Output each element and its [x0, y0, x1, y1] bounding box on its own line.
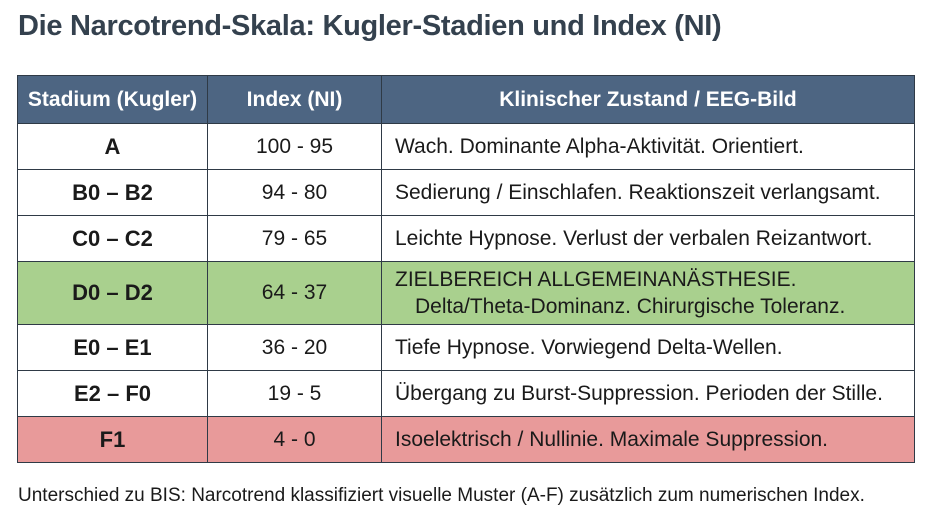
index-cell: 19 - 5 [207, 370, 382, 417]
table-row-stage-b: B0 – B2 94 - 80 Sedierung / Einschlafen.… [17, 169, 915, 216]
table-row-stage-e2-f0: E2 – F0 19 - 5 Übergang zu Burst-Suppres… [17, 370, 915, 417]
table-row-stage-a: A 100 - 95 Wach. Dominante Alpha-Aktivit… [17, 123, 915, 170]
table-row-stage-d-target: D0 – D2 64 - 37 ZIELBEREICH ALLGEMEINANÄ… [17, 261, 915, 325]
state-line-2: Delta/Theta-Dominanz. Chirurgische Toler… [415, 295, 846, 318]
table-header-row: Stadium (Kugler) Index (NI) Klinischer Z… [17, 75, 915, 124]
header-stage: Stadium (Kugler) [17, 75, 208, 124]
state-cell: Isoelektrisch / Nullinie. Maximale Suppr… [381, 416, 915, 463]
stage-cell: D0 – D2 [17, 261, 208, 325]
stage-cell: B0 – B2 [17, 169, 208, 216]
stage-cell: C0 – C2 [17, 215, 208, 262]
narcotrend-scale-table: Stadium (Kugler) Index (NI) Klinischer Z… [17, 75, 915, 463]
table-row-stage-e: E0 – E1 36 - 20 Tiefe Hypnose. Vorwiegen… [17, 324, 915, 371]
table-row-stage-c: C0 – C2 79 - 65 Leichte Hypnose. Verlust… [17, 215, 915, 262]
state-cell: Wach. Dominante Alpha-Aktivität. Orienti… [381, 123, 915, 170]
stage-cell: E2 – F0 [17, 370, 208, 417]
footnote: Unterschied zu BIS: Narcotrend klassifiz… [18, 485, 865, 506]
page-title: Die Narcotrend-Skala: Kugler-Stadien und… [18, 10, 722, 42]
state-cell: Leichte Hypnose. Verlust der verbalen Re… [381, 215, 915, 262]
index-cell: 36 - 20 [207, 324, 382, 371]
index-cell: 79 - 65 [207, 215, 382, 262]
header-index: Index (NI) [207, 75, 382, 124]
index-cell: 100 - 95 [207, 123, 382, 170]
index-cell: 94 - 80 [207, 169, 382, 216]
state-line-1: ZIELBEREICH ALLGEMEINANÄSTHESIE. [395, 268, 797, 291]
state-cell: Tiefe Hypnose. Vorwiegend Delta-Wellen. [381, 324, 915, 371]
stage-cell: A [17, 123, 208, 170]
stage-cell: F1 [17, 416, 208, 463]
index-cell: 64 - 37 [207, 261, 382, 325]
stage-cell: E0 – E1 [17, 324, 208, 371]
table-row-stage-f1-isoelectric: F1 4 - 0 Isoelektrisch / Nullinie. Maxim… [17, 416, 915, 463]
state-cell: ZIELBEREICH ALLGEMEINANÄSTHESIE. Delta/T… [381, 261, 915, 325]
header-clinical-state: Klinischer Zustand / EEG-Bild [381, 75, 915, 124]
index-cell: 4 - 0 [207, 416, 382, 463]
state-cell: Übergang zu Burst-Suppression. Perioden … [381, 370, 915, 417]
state-cell: Sedierung / Einschlafen. Reaktionszeit v… [381, 169, 915, 216]
